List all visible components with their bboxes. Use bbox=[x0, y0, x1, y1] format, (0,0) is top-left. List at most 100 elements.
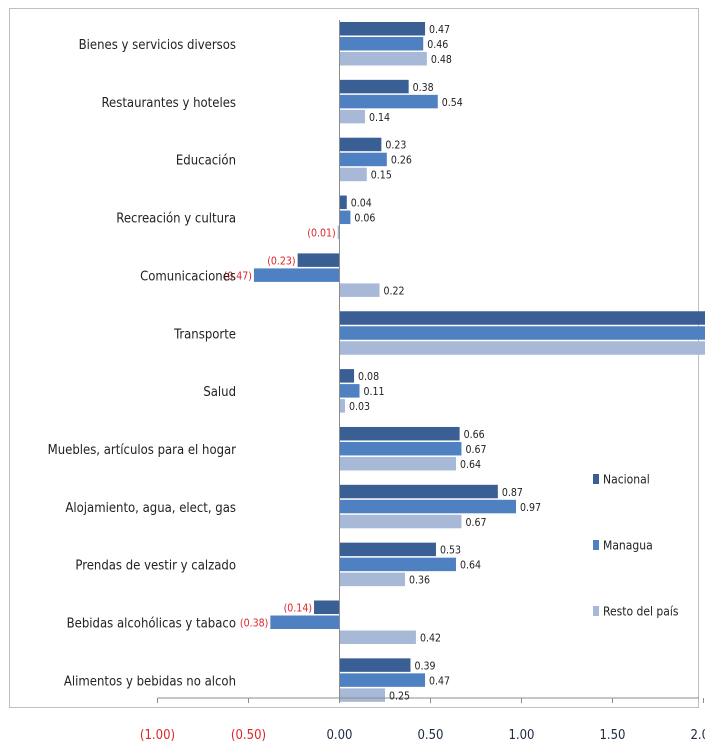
data-label: 0.08 bbox=[358, 371, 379, 383]
bar-nacional bbox=[339, 484, 498, 499]
data-label: 0.03 bbox=[349, 401, 370, 413]
data-label: 0.14 bbox=[369, 112, 390, 124]
legend-swatch bbox=[593, 540, 599, 550]
bar-resto-del-pa-s bbox=[339, 109, 365, 124]
bar-nacional bbox=[297, 253, 340, 267]
category-label: Transporte bbox=[173, 327, 236, 342]
data-label: (0.23) bbox=[267, 255, 295, 267]
data-label: 0.66 bbox=[464, 429, 485, 441]
bar-managua bbox=[339, 37, 424, 51]
axes-group: (1.00)(0.50)0.000.501.001.502.002.503.00… bbox=[140, 20, 705, 743]
category-label: Prendas de vestir y calzado bbox=[75, 559, 236, 574]
data-label: 0.11 bbox=[364, 386, 385, 398]
category-label: Bienes y servicios diversos bbox=[79, 38, 236, 53]
bar-managua bbox=[253, 268, 340, 282]
bar-managua bbox=[339, 557, 456, 572]
x-tick-label: 2.00 bbox=[690, 728, 705, 743]
legend-label: Resto del país bbox=[603, 605, 679, 619]
chart-frame bbox=[9, 8, 699, 708]
legend-label: Managua bbox=[603, 539, 653, 553]
data-label: 0.26 bbox=[391, 155, 412, 167]
data-label: 0.48 bbox=[431, 54, 452, 66]
bar-resto-del-pa-s bbox=[339, 688, 385, 702]
bar-nacional bbox=[314, 600, 340, 614]
bar-resto-del-pa-s bbox=[339, 52, 427, 66]
bar-resto-del-pa-s bbox=[339, 572, 406, 587]
bar-nacional bbox=[339, 658, 411, 672]
bar-resto-del-pa-s bbox=[339, 630, 416, 644]
legend-label: Nacional bbox=[603, 473, 650, 487]
x-tick-label: (0.50) bbox=[231, 728, 266, 743]
data-label: (0.14) bbox=[284, 603, 312, 615]
data-label: 0.46 bbox=[427, 39, 448, 51]
data-label: 0.06 bbox=[354, 213, 375, 225]
category-label: Restaurantes y hoteles bbox=[102, 96, 237, 111]
bar-managua bbox=[339, 384, 360, 398]
x-tick-label: 1.00 bbox=[508, 728, 534, 743]
data-label: 0.22 bbox=[384, 285, 405, 297]
data-label: 0.15 bbox=[371, 170, 392, 182]
bar-resto-del-pa-s bbox=[339, 341, 705, 355]
bar-managua bbox=[339, 152, 387, 167]
data-label: 0.36 bbox=[409, 575, 430, 587]
data-label: 0.64 bbox=[460, 560, 481, 572]
data-label: 0.38 bbox=[413, 82, 434, 94]
data-label: 0.67 bbox=[465, 444, 486, 456]
legend-swatch bbox=[593, 474, 599, 484]
data-label: 0.87 bbox=[502, 487, 523, 499]
x-tick-label: 0.00 bbox=[326, 728, 352, 743]
category-label: Bebidas alcohólicas y tabaco bbox=[67, 617, 236, 632]
category-label: Alojamiento, agua, elect, gas bbox=[65, 501, 236, 516]
data-label: 0.67 bbox=[465, 517, 486, 529]
bar-managua bbox=[339, 499, 517, 514]
category-label: Educación bbox=[176, 154, 236, 169]
category-label: Alimentos y bebidas no alcoh bbox=[64, 674, 236, 689]
bar-managua bbox=[270, 615, 340, 629]
bar-resto-del-pa-s bbox=[339, 399, 345, 413]
x-tick-label: (1.00) bbox=[140, 728, 175, 743]
data-label: 0.25 bbox=[389, 690, 410, 702]
bar-nacional bbox=[339, 195, 347, 210]
bar-resto-del-pa-s bbox=[337, 225, 340, 240]
category-label: Recreación y cultura bbox=[116, 212, 236, 227]
category-label: Salud bbox=[203, 385, 236, 400]
bar-nacional bbox=[339, 22, 426, 36]
category-label: Muebles, artículos para el hogar bbox=[48, 443, 237, 458]
data-label: 0.64 bbox=[460, 459, 481, 471]
x-tick-label: 1.50 bbox=[599, 728, 625, 743]
legend: Nacional Managua Resto del país bbox=[593, 473, 679, 619]
bar-managua bbox=[339, 673, 426, 687]
bar-nacional bbox=[339, 79, 409, 94]
legend-swatch bbox=[593, 606, 599, 616]
bar-nacional bbox=[339, 542, 436, 557]
data-label: 0.47 bbox=[429, 24, 450, 36]
bar-nacional bbox=[339, 426, 460, 441]
bar-nacional bbox=[339, 369, 355, 383]
data-label: 0.23 bbox=[385, 140, 406, 152]
bar-managua bbox=[339, 94, 438, 109]
data-label: (0.38) bbox=[240, 618, 268, 630]
data-label: 0.39 bbox=[414, 660, 435, 672]
data-label: 0.53 bbox=[440, 545, 461, 557]
data-label: 0.04 bbox=[351, 198, 372, 210]
bar-nacional bbox=[339, 311, 705, 325]
bar-resto-del-pa-s bbox=[339, 167, 367, 182]
category-label: Comunicaciones bbox=[140, 269, 236, 284]
data-label: (0.01) bbox=[307, 228, 335, 240]
bar-managua bbox=[339, 441, 462, 456]
data-label: 0.42 bbox=[420, 633, 441, 645]
bar-managua bbox=[339, 326, 705, 340]
bar-resto-del-pa-s bbox=[339, 514, 462, 529]
x-tick-label: 0.50 bbox=[417, 728, 443, 743]
data-label: 0.54 bbox=[442, 97, 463, 109]
data-label: 0.47 bbox=[429, 675, 450, 687]
bar-resto-del-pa-s bbox=[339, 283, 380, 297]
bar-managua bbox=[339, 210, 351, 225]
labels-group: 0.47 0.46 0.48 Bienes y servicios diversos 0… bbox=[48, 24, 541, 702]
data-label: (0.47) bbox=[224, 270, 252, 282]
data-label: 0.97 bbox=[520, 502, 541, 514]
bars-group bbox=[253, 22, 705, 702]
bar-resto-del-pa-s bbox=[339, 456, 456, 471]
bar-nacional bbox=[339, 137, 382, 152]
